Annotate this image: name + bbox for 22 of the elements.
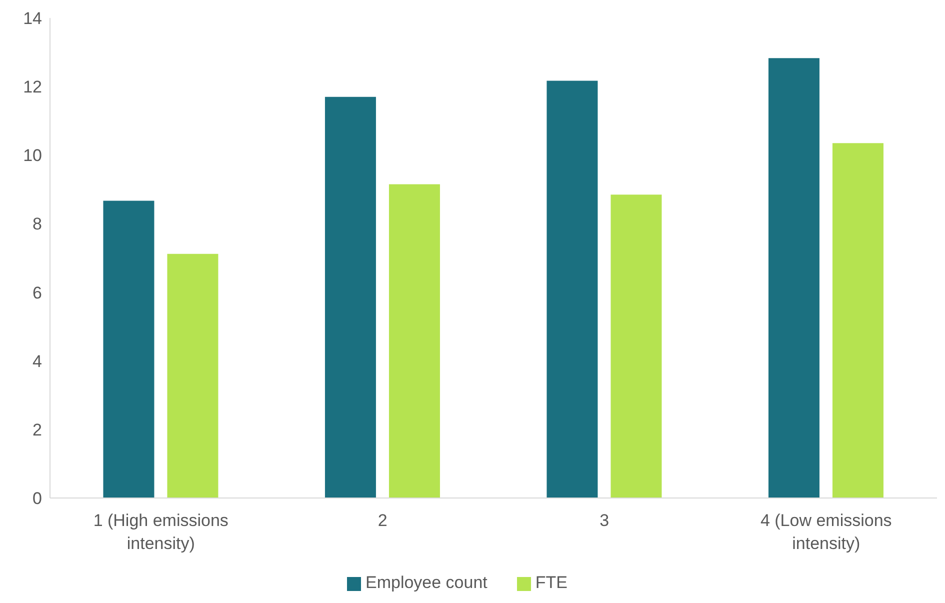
y-tick-label: 0 bbox=[32, 489, 42, 508]
bar bbox=[546, 80, 598, 498]
x-tick-label: 2 bbox=[378, 511, 388, 530]
x-tick-label: 3 bbox=[600, 511, 610, 530]
y-tick-label: 12 bbox=[23, 78, 42, 97]
bar bbox=[610, 194, 662, 498]
y-tick-label: 6 bbox=[32, 283, 42, 302]
x-tick-label: 1 (High emissions intensity) bbox=[93, 511, 228, 553]
x-tick-label: 4 (Low emissions intensity) bbox=[760, 511, 892, 553]
y-tick-label: 10 bbox=[23, 146, 42, 166]
y-tick-label: 2 bbox=[32, 420, 42, 440]
y-tick-label: 14 bbox=[23, 9, 42, 28]
y-tick-label: 4 bbox=[32, 352, 42, 371]
legend-label: Employee count bbox=[365, 573, 488, 592]
legend-label: FTE bbox=[535, 573, 568, 592]
bar bbox=[324, 96, 376, 498]
bar bbox=[167, 254, 218, 498]
bar bbox=[832, 143, 884, 498]
bar bbox=[388, 184, 440, 498]
bar bbox=[103, 200, 154, 498]
y-tick-label: 8 bbox=[32, 214, 42, 234]
bar bbox=[768, 58, 820, 498]
